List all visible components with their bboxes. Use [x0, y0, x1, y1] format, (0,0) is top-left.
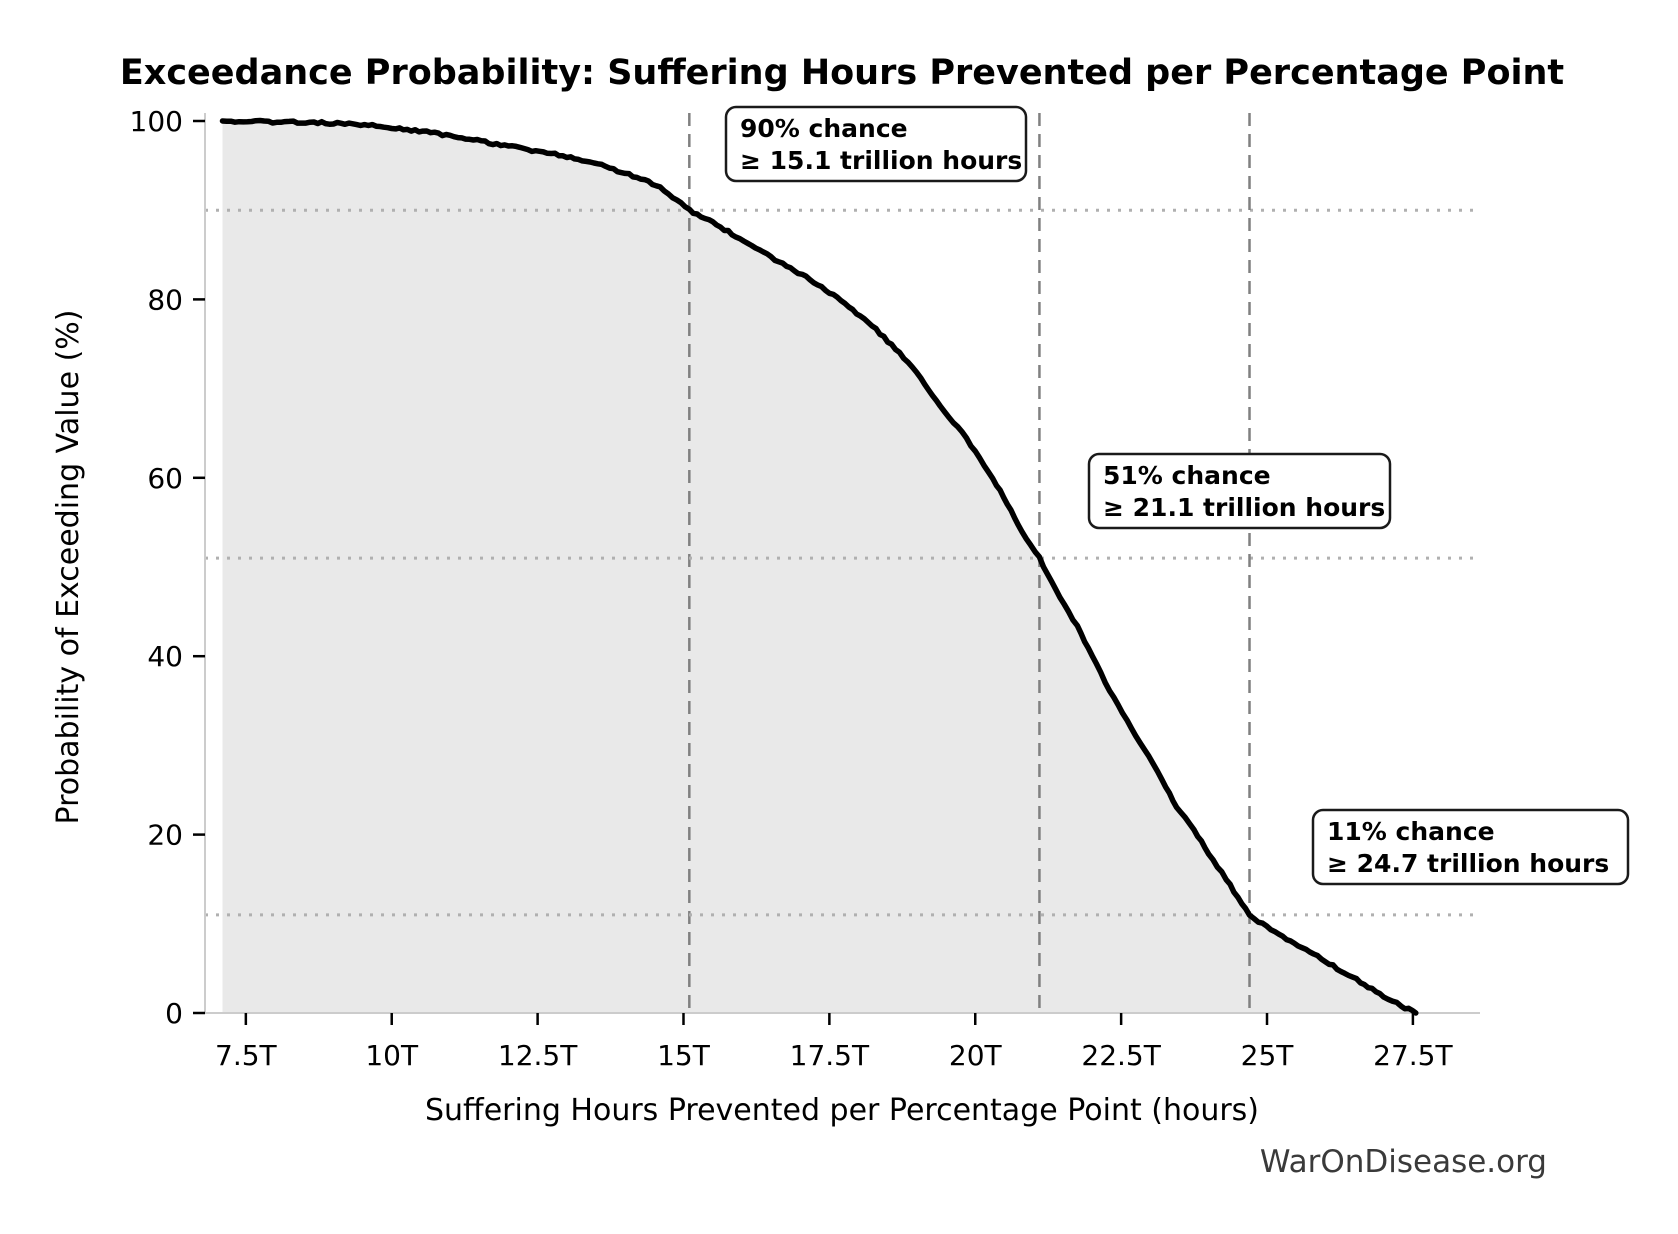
area-fill-layer: [222, 120, 1416, 1013]
chart-title: Exceedance Probability: Suffering Hours …: [120, 53, 1564, 93]
y-tick-label: 0: [165, 997, 183, 1030]
x-tick-label: 12.5T: [498, 1039, 578, 1072]
x-tick-label: 10T: [365, 1039, 419, 1072]
y-tick-label: 20: [147, 819, 183, 852]
annotation-line1: 11% chance: [1327, 817, 1495, 846]
tick-layer: 7.5T 10T 12.5T 15T 17.5T 20T 22.5T 25T 27.5T 0 20 4…: [130, 105, 1454, 1072]
x-tick-label: 27.5T: [1373, 1039, 1453, 1072]
annotation-box-51pct: 51% chance ≥ 21.1 trillion hours: [1087, 452, 1392, 530]
annotation-line1: 90% chance: [740, 114, 908, 143]
annotation-box-frame: [1311, 808, 1630, 886]
annotation-box-11pct: 11% chance ≥ 24.7 trillion hours: [1311, 808, 1630, 886]
x-tick-label: 20T: [949, 1039, 1003, 1072]
x-tick-label: 15T: [657, 1039, 711, 1072]
x-tick-label: 7.5T: [215, 1039, 278, 1072]
y-tick-label: 80: [147, 283, 183, 316]
annotation-line2: ≥ 24.7 trillion hours: [1327, 849, 1609, 878]
x-tick-label: 25T: [1241, 1039, 1295, 1072]
x-tick-label: 22.5T: [1081, 1039, 1161, 1072]
watermark-text: WarOnDisease.org: [1260, 1144, 1547, 1180]
y-tick-label: 40: [147, 640, 183, 673]
annotation-layer: 90% chance ≥ 15.1 trillion hours 51% chanc…: [724, 105, 1630, 886]
annotation-line2: ≥ 21.1 trillion hours: [1103, 493, 1385, 522]
exceedance-curve: [219, 117, 1419, 1016]
annotation-line1: 51% chance: [1103, 461, 1271, 490]
annotation-line2: ≥ 15.1 trillion hours: [740, 146, 1022, 175]
y-tick-label: 100: [130, 105, 183, 138]
y-tick-label: 60: [147, 462, 183, 495]
area-under-curve: [222, 120, 1416, 1013]
x-tick-label: 17.5T: [790, 1039, 870, 1072]
y-axis-label: Probability of Exceeding Value (%): [51, 310, 86, 825]
x-axis-label: Suffering Hours Prevented per Percentage…: [425, 1093, 1259, 1128]
annotation-box-frame: [724, 105, 1028, 183]
annotation-box-90pct: 90% chance ≥ 15.1 trillion hours: [724, 105, 1028, 183]
curve-layer: [219, 117, 1419, 1016]
annotation-box-frame: [1087, 452, 1392, 530]
